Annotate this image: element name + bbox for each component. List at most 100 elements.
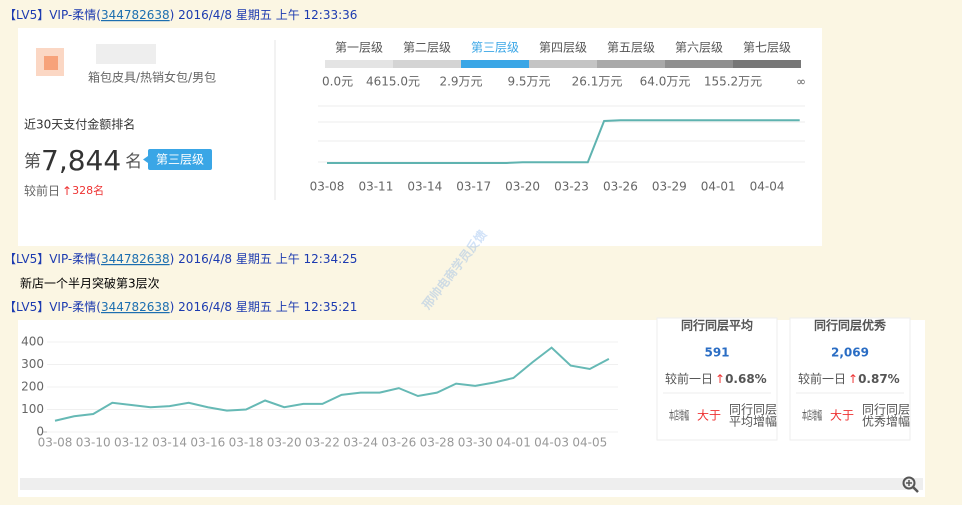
card-left: 本店增幅 bbox=[802, 408, 822, 423]
change: 较前日 ↑328名 bbox=[24, 183, 104, 198]
x-tick-label: 03-30 bbox=[458, 436, 493, 450]
tier-threshold: 155.2万元 bbox=[704, 75, 762, 89]
y-tick-label: 0 bbox=[36, 425, 44, 439]
tier-segment bbox=[461, 60, 529, 68]
data-line bbox=[54, 346, 610, 422]
x-tick-label: 03-28 bbox=[420, 436, 455, 450]
data-line bbox=[327, 119, 800, 164]
tier-threshold: 2.9万元 bbox=[439, 75, 482, 89]
cards: 同行同层平均591较前一日↑0.68%本店增幅大于同行同层平均增幅同行同层优秀2… bbox=[656, 317, 911, 441]
zoom-icon[interactable] bbox=[902, 476, 919, 493]
message-header: 【LV5】VIP-柔情(344782638) 2016/4/8 星期五 上午 1… bbox=[4, 300, 357, 314]
x-tick-label: 03-14 bbox=[407, 180, 442, 194]
rank-value: 7,844 bbox=[41, 144, 121, 177]
x-tick-label: 03-17 bbox=[456, 180, 491, 194]
x-tick-label: 04-05 bbox=[572, 436, 607, 450]
sender: 【LV5】VIP-柔情( bbox=[4, 300, 101, 314]
tier-badge: 第三层级 bbox=[156, 153, 204, 167]
arrow: ↑ bbox=[715, 372, 725, 386]
card bbox=[656, 317, 778, 441]
tier-segment bbox=[325, 60, 393, 68]
card-title: 同行同层平均 bbox=[681, 318, 753, 333]
card-change: 较前一日 ↑0.87% bbox=[798, 371, 900, 386]
badge-arrow bbox=[143, 156, 148, 163]
y-tick-label: 400 bbox=[21, 335, 44, 349]
x-tick-label: 03-12 bbox=[114, 436, 149, 450]
y-tick-label: 300 bbox=[21, 357, 44, 371]
x-tick-label: 03-10 bbox=[76, 436, 111, 450]
x-tick-label: 03-26 bbox=[603, 180, 638, 194]
card-value: 591 bbox=[704, 346, 729, 360]
change-value: 0.68% bbox=[725, 372, 767, 386]
tier-segment bbox=[597, 60, 665, 68]
qq-link[interactable]: 344782638 bbox=[101, 8, 170, 22]
avatar bbox=[44, 56, 58, 70]
tier-segment bbox=[529, 60, 597, 68]
card-left: 本店增幅 bbox=[669, 408, 689, 423]
x-tick-label: 04-01 bbox=[701, 180, 736, 194]
tier-threshold: ∞ bbox=[796, 75, 806, 89]
tier-threshold: 0.0元 bbox=[322, 75, 353, 89]
tier-tab: 第七层级 bbox=[743, 41, 791, 55]
card-compare: 大于 bbox=[697, 409, 721, 423]
rank-prefix: 第 bbox=[24, 152, 41, 172]
tier-tab: 第一层级 bbox=[335, 41, 383, 55]
x-tick-label: 03-26 bbox=[381, 436, 416, 450]
tier-tab: 第六层级 bbox=[675, 41, 723, 55]
tier-tab: 第四层级 bbox=[539, 41, 587, 55]
tier-threshold: 4615.0元 bbox=[366, 75, 420, 89]
card-right: 同行同层 bbox=[729, 403, 777, 417]
tier-threshold: 64.0万元 bbox=[640, 75, 691, 89]
card-right: 同行同层 bbox=[862, 403, 910, 417]
card-right: 平均增幅 bbox=[729, 414, 777, 429]
arrow: ↑ bbox=[848, 372, 858, 386]
card-right: 优秀增幅 bbox=[862, 414, 910, 429]
time: ) 2016/4/8 星期五 上午 12:33:36 bbox=[170, 8, 358, 22]
card bbox=[789, 317, 911, 441]
change-label: 较前一日 bbox=[798, 371, 846, 386]
change-label: 较前日 bbox=[24, 183, 60, 198]
card-change: 较前一日 ↑0.68% bbox=[665, 371, 767, 386]
tier-tab: 第三层级 bbox=[471, 41, 519, 55]
x-tick-label: 03-16 bbox=[190, 436, 225, 450]
change-label: 较前一日 bbox=[665, 371, 713, 386]
sender: 【LV5】VIP-柔情( bbox=[4, 252, 101, 266]
message-text: 新店一个半月突破第3层次 bbox=[20, 276, 160, 291]
card-title: 同行同层优秀 bbox=[814, 318, 887, 333]
y-tick-label: 100 bbox=[21, 402, 44, 416]
tier-segment bbox=[733, 60, 801, 68]
tier-tab: 第五层级 bbox=[607, 41, 655, 55]
change-value: 328名 bbox=[72, 183, 104, 197]
rank: 第7,844 名 bbox=[24, 144, 142, 177]
x-tick-label: 04-04 bbox=[750, 180, 785, 194]
qq-link[interactable]: 344782638 bbox=[101, 252, 170, 266]
x-tick-label: 03-08 bbox=[38, 436, 73, 450]
change-value: 0.87% bbox=[858, 372, 900, 386]
tier-segment bbox=[393, 60, 461, 68]
sender: 【LV5】VIP-柔情( bbox=[4, 8, 101, 22]
tier-segment bbox=[665, 60, 733, 68]
tier-tab: 第二层级 bbox=[403, 41, 451, 55]
tier-badge-bg bbox=[148, 149, 212, 170]
blurred-name bbox=[96, 44, 156, 64]
card-value: 2,069 bbox=[831, 346, 869, 360]
time: ) 2016/4/8 星期五 上午 12:35:21 bbox=[170, 300, 358, 314]
tier-threshold: 26.1万元 bbox=[572, 75, 623, 89]
tier-threshold: 9.5万元 bbox=[507, 75, 550, 89]
scrollbar bbox=[20, 478, 923, 490]
x-tick-label: 03-14 bbox=[152, 436, 187, 450]
rank-title: 近30天支付金额排名 bbox=[24, 117, 135, 132]
x-tick-label: 03-22 bbox=[305, 436, 340, 450]
x-tick-label: 03-18 bbox=[229, 436, 264, 450]
qq-link[interactable]: 344782638 bbox=[101, 300, 170, 314]
rank-suffix: 名 bbox=[125, 152, 142, 172]
time: ) 2016/4/8 星期五 上午 12:34:25 bbox=[170, 252, 358, 266]
message-header: 【LV5】VIP-柔情(344782638) 2016/4/8 星期五 上午 1… bbox=[4, 8, 357, 22]
x-tick-label: 03-11 bbox=[358, 180, 393, 194]
category: 箱包皮具/热销女包/男包 bbox=[88, 70, 216, 85]
message-header: 【LV5】VIP-柔情(344782638) 2016/4/8 星期五 上午 1… bbox=[4, 252, 357, 266]
x-tick-label: 03-29 bbox=[652, 180, 687, 194]
x-tick-label: 03-08 bbox=[310, 180, 345, 194]
